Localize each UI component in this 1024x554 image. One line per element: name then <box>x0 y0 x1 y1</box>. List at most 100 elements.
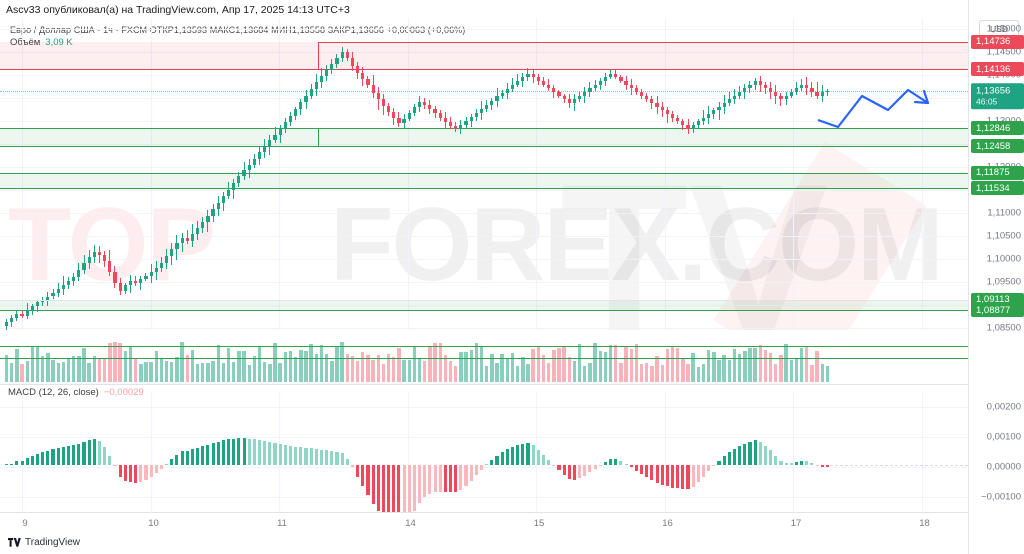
volume-bar <box>779 354 783 382</box>
macd-bar <box>820 465 824 467</box>
candle-body <box>412 107 416 113</box>
candle-body <box>185 237 189 241</box>
price-axis-badge-teal[interactable]: 1,13656 46:05 <box>971 83 1024 109</box>
price-axis-badge-green[interactable]: 1,12458 <box>971 139 1024 154</box>
macd-bar <box>356 465 360 477</box>
macd-bar <box>397 465 401 512</box>
price-level-resistance[interactable] <box>0 69 968 71</box>
macd-pane[interactable] <box>0 392 968 512</box>
candle-body <box>41 299 45 303</box>
macd-bar <box>77 443 81 465</box>
macd-bar <box>10 463 14 465</box>
tradingview-logo[interactable]: TradingView <box>8 537 80 548</box>
price-level-current[interactable] <box>0 91 968 93</box>
volume-bar <box>505 358 510 382</box>
candle-body <box>448 121 453 126</box>
volume-pane[interactable] <box>0 300 968 382</box>
volume-bar <box>562 345 566 382</box>
price-zone-support[interactable] <box>0 172 968 189</box>
price-zone-resistance[interactable] <box>0 41 968 70</box>
candle-body <box>25 309 29 316</box>
volume-bar <box>77 356 81 382</box>
volume-bar <box>324 354 329 382</box>
volume-pane-level[interactable] <box>0 358 968 359</box>
candle-body <box>423 101 427 106</box>
macd-bar <box>722 456 726 465</box>
candle-body <box>242 170 246 177</box>
candle-body <box>397 117 401 124</box>
macd-bar <box>712 465 716 467</box>
volume-bar <box>784 343 788 382</box>
gridline-horizontal <box>0 327 968 329</box>
candle-body <box>211 209 215 216</box>
price-level-support[interactable] <box>0 128 968 130</box>
price-axis-badge-green[interactable]: 1,09113 <box>971 292 1024 307</box>
candle-body <box>510 84 515 89</box>
volume-bar <box>608 345 613 382</box>
volume-bar <box>428 346 432 382</box>
volume-pane-level[interactable] <box>0 346 968 347</box>
tradingview-mark-icon <box>8 538 21 547</box>
candle-body <box>51 292 55 297</box>
gridline-vertical <box>150 18 152 330</box>
volume-bar <box>113 341 117 382</box>
price-zone-support[interactable] <box>0 128 968 147</box>
macd-bar <box>732 448 737 465</box>
macd-bar <box>686 465 690 490</box>
candle-body <box>417 101 422 108</box>
price-axis-badge-red[interactable]: 1,14736 <box>971 34 1024 49</box>
price-axis-badge-green[interactable]: 1,11534 <box>971 181 1024 196</box>
macd-bar <box>123 465 127 482</box>
pane-separator-volume[interactable] <box>0 300 968 301</box>
macd-gridline-vertical <box>921 392 923 512</box>
volume-bar <box>133 358 138 382</box>
price-level-support[interactable] <box>0 310 968 312</box>
macd-bar <box>634 465 638 471</box>
price-axis-badge-red[interactable]: 1,14136 <box>971 62 1024 77</box>
volume-bar <box>376 355 380 382</box>
candle-body <box>676 117 680 122</box>
candle-body <box>165 256 169 263</box>
candle-body <box>655 102 659 107</box>
gridline-horizontal <box>0 98 968 100</box>
volume-bar <box>66 358 71 382</box>
price-zone-support[interactable] <box>0 299 968 311</box>
volume-bar <box>820 363 824 382</box>
candle-body <box>645 95 649 100</box>
macd-bar <box>61 446 65 465</box>
price-axis[interactable]: USD 1,150001,145001,140001,135001,130001… <box>968 0 1024 554</box>
candle-body <box>226 189 231 197</box>
volume-bar <box>743 350 747 382</box>
volume-bar <box>252 356 257 382</box>
price-axis-badge-green[interactable]: 1,12846 <box>971 121 1024 136</box>
macd-bar <box>190 449 194 465</box>
volume-bar <box>665 348 670 382</box>
candle-body <box>810 88 814 92</box>
price-pane[interactable]: TV TOP FOREX.COM <box>0 18 968 330</box>
badge-value: 1,14136 <box>976 63 1011 75</box>
macd-bar <box>763 445 767 465</box>
volume-bar <box>195 363 200 382</box>
price-axis-badge-green[interactable]: 1,08877 <box>971 303 1024 318</box>
macd-bar <box>232 438 236 465</box>
volume-bar <box>340 341 344 382</box>
price-level-support[interactable] <box>0 172 968 174</box>
macd-bar <box>185 450 189 465</box>
candle-body <box>691 124 695 129</box>
candle-wick <box>135 276 137 286</box>
price-level-support[interactable] <box>0 188 968 190</box>
price-level-resistance[interactable] <box>318 41 968 43</box>
price-level-support[interactable] <box>0 146 968 148</box>
volume-bar <box>149 361 153 382</box>
volume-bar <box>123 350 128 382</box>
candle-body <box>557 91 561 96</box>
macd-bar <box>216 441 220 465</box>
pane-separator-macd[interactable] <box>0 384 968 385</box>
candle-body <box>479 108 484 113</box>
price-axis-badge-green[interactable]: 1,11875 <box>971 165 1024 180</box>
candle-body <box>541 80 546 85</box>
time-axis[interactable]: 9 10 11 14 15 16 17 18 <box>0 512 968 535</box>
macd-bar <box>449 465 453 493</box>
candle-body <box>283 121 287 129</box>
